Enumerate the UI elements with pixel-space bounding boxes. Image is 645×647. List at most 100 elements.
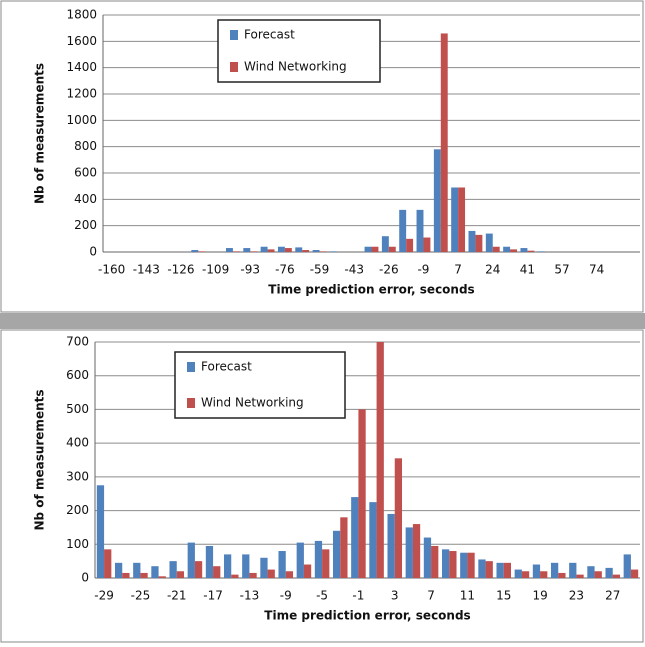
- bar: [594, 571, 602, 578]
- bar: [558, 572, 566, 578]
- bar: [405, 527, 413, 578]
- x-tick-label: -93: [240, 263, 260, 277]
- bar: [605, 567, 613, 578]
- legend-label: Wind Networking: [244, 60, 347, 74]
- bar: [496, 562, 504, 578]
- bar: [205, 545, 214, 578]
- bar: [441, 549, 450, 578]
- bar: [485, 561, 493, 578]
- bar: [260, 246, 268, 252]
- x-tick-label: 7: [427, 589, 435, 603]
- bar: [332, 530, 341, 578]
- bar: [243, 248, 251, 252]
- bar: [114, 562, 123, 578]
- bar: [458, 187, 466, 252]
- bar: [176, 571, 185, 578]
- bar: [532, 564, 541, 578]
- bar: [520, 248, 528, 252]
- bar: [399, 209, 407, 252]
- y-tick-label: 1600: [66, 34, 97, 48]
- bar: [440, 33, 448, 252]
- x-tick-label: 15: [496, 589, 511, 603]
- panel-border: [0, 0, 644, 313]
- x-tick-label: -59: [310, 263, 330, 277]
- bar: [433, 149, 441, 252]
- bar: [319, 251, 327, 252]
- bar: [267, 569, 275, 578]
- x-tick-label: 57: [554, 263, 569, 277]
- bar: [431, 545, 439, 578]
- x-tick-label: -43: [344, 263, 364, 277]
- bar: [187, 542, 195, 578]
- y-tick-label: 400: [74, 192, 97, 206]
- y-tick-label: 1400: [66, 60, 97, 74]
- y-tick-label: 700: [66, 335, 89, 349]
- bar: [416, 209, 424, 252]
- y-tick-label: 200: [66, 503, 89, 517]
- y-tick-label: 600: [74, 166, 97, 180]
- bar: [267, 249, 275, 252]
- x-tick-label: -13: [240, 589, 260, 603]
- bar: [394, 458, 403, 578]
- bar: [194, 561, 203, 578]
- bar: [381, 236, 389, 252]
- y-tick-label: 0: [81, 571, 89, 585]
- x-tick-label: -29: [94, 589, 114, 603]
- bar: [122, 572, 130, 578]
- x-tick-label: 3: [391, 589, 399, 603]
- x-tick-label: -9: [280, 589, 292, 603]
- bar: [198, 251, 206, 252]
- bar: [278, 551, 286, 578]
- bar: [478, 559, 486, 578]
- bar: [364, 246, 372, 252]
- legend-swatch: [187, 362, 195, 372]
- x-tick-label: 7: [454, 263, 462, 277]
- bar: [412, 524, 421, 578]
- bar: [249, 572, 257, 578]
- x-tick-label: -17: [203, 589, 223, 603]
- bar: [423, 537, 432, 578]
- bar: [284, 248, 292, 252]
- bar: [285, 571, 294, 578]
- y-tick-label: 100: [66, 537, 89, 551]
- bar: [537, 251, 545, 252]
- bar: [303, 564, 312, 578]
- bar: [485, 233, 493, 252]
- y-tick-label: 1800: [66, 8, 97, 22]
- legend-box: [217, 19, 381, 83]
- bar: [295, 247, 303, 252]
- legend-swatch: [187, 398, 195, 408]
- y-axis-title: Nb of measurements: [33, 390, 47, 531]
- bar: [231, 574, 239, 578]
- bar: [569, 562, 577, 578]
- panel-border: [0, 329, 644, 643]
- bar: [151, 566, 159, 578]
- bar: [387, 513, 395, 578]
- x-tick-label: -126: [167, 263, 194, 277]
- x-tick-label: -143: [133, 263, 160, 277]
- x-tick-label: -26: [379, 263, 399, 277]
- x-tick-label: 23: [569, 589, 584, 603]
- y-axis-title: Nb of measurements: [33, 63, 47, 204]
- bar: [587, 566, 595, 578]
- bar: [225, 248, 233, 252]
- bar: [191, 250, 199, 252]
- bar: [322, 549, 330, 578]
- bar: [312, 250, 320, 252]
- bar: [302, 250, 310, 252]
- y-tick-label: 1000: [66, 113, 97, 127]
- bar: [612, 574, 621, 578]
- y-tick-label: 1200: [66, 87, 97, 101]
- bar: [329, 251, 337, 252]
- x-tick-label: 27: [605, 589, 620, 603]
- x-axis-title: Time prediction error, seconds: [264, 609, 470, 623]
- bar: [468, 230, 476, 252]
- y-tick-label: 300: [66, 469, 89, 483]
- bar: [169, 561, 177, 578]
- bar: [527, 250, 535, 252]
- bar: [277, 246, 285, 252]
- bar: [576, 574, 584, 578]
- x-tick-label: -21: [167, 589, 187, 603]
- x-tick-label: 41: [520, 263, 535, 277]
